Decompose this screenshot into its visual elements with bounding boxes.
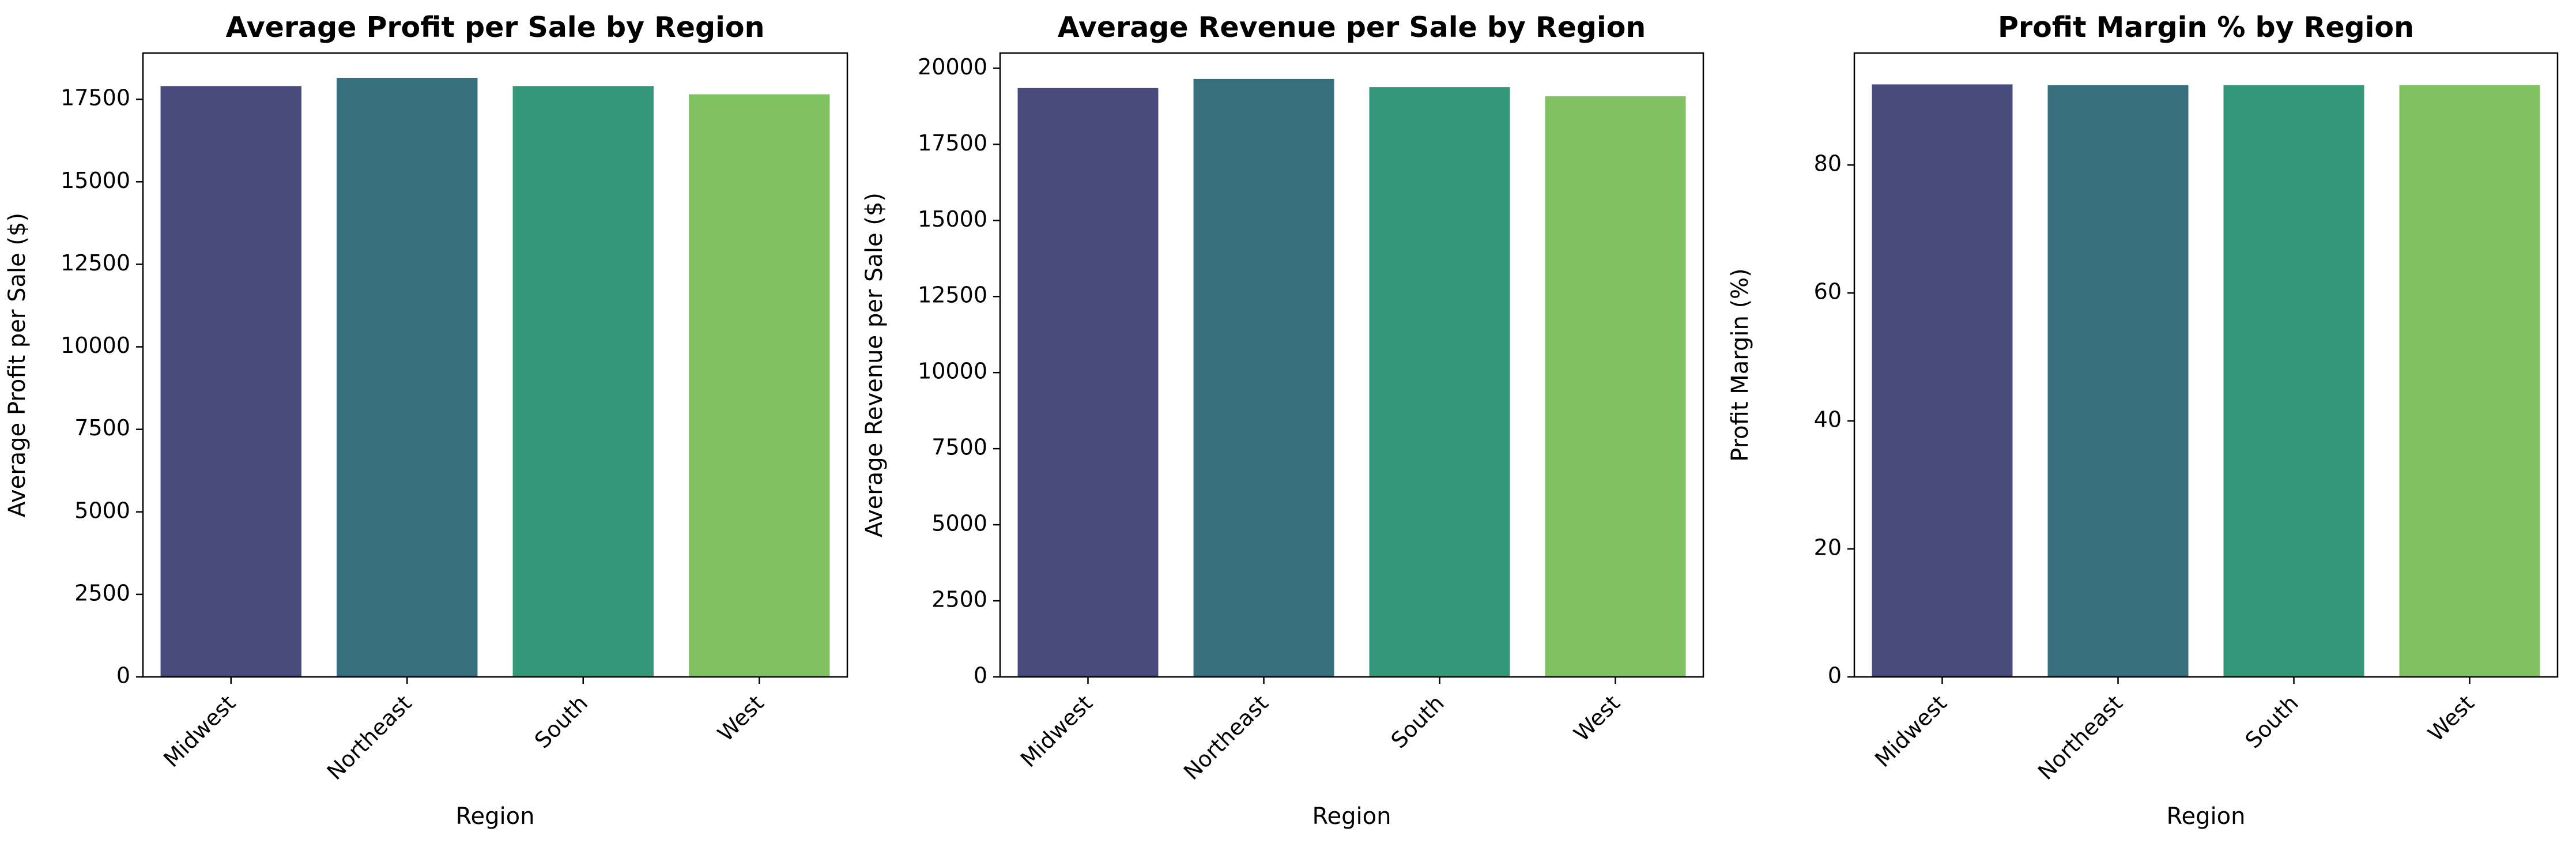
y-tick-label: 40 <box>1814 407 1842 432</box>
y-tick-label: 60 <box>1814 279 1842 304</box>
y-tick-label: 20 <box>1814 535 1842 560</box>
y-tick-label: 17500 <box>61 85 130 111</box>
bar-northeast <box>1193 78 1334 677</box>
y-tick-label: 15000 <box>918 206 987 232</box>
y-axis-label: Average Revenue per Sale ($) <box>861 193 888 537</box>
y-tick-label: 2500 <box>931 587 987 612</box>
bar-midwest <box>160 86 301 677</box>
y-tick-label: 15000 <box>61 168 130 193</box>
y-tick-label: 0 <box>974 663 987 688</box>
y-tick-label: 12500 <box>918 283 987 308</box>
y-tick-label: 20000 <box>918 54 987 80</box>
bar-south <box>1369 87 1510 677</box>
bar-south <box>512 86 654 677</box>
chart-title: Profit Margin % by Region <box>1998 11 2414 44</box>
y-tick-label: 10000 <box>61 333 130 358</box>
y-tick-label: 7500 <box>931 435 987 460</box>
bar-west <box>1545 96 1686 677</box>
x-axis-label: Region <box>2167 803 2246 830</box>
bar-northeast <box>2047 85 2189 677</box>
y-axis-label: Profit Margin (%) <box>1727 268 1753 462</box>
y-tick-label: 2500 <box>74 580 130 605</box>
plot-frame <box>142 52 848 678</box>
y-tick-label: 5000 <box>931 511 987 536</box>
chart-panel-1: 025005000750010000125001500017500Midwest… <box>4 11 848 830</box>
bar-midwest <box>1017 88 1159 677</box>
x-axis-label: Region <box>1312 803 1391 830</box>
bar-west <box>2399 85 2540 677</box>
y-tick-label: 17500 <box>918 130 987 156</box>
chart-panel-2: 02500500075001000012500150001750020000Mi… <box>861 11 1704 830</box>
bar-northeast <box>337 77 478 677</box>
x-axis-label: Region <box>456 803 535 830</box>
y-axis-label: Average Profit per Sale ($) <box>4 213 31 517</box>
y-tick-label: 5000 <box>74 498 130 523</box>
plot-frame <box>1853 52 2559 678</box>
chart-title: Average Profit per Sale by Region <box>226 11 765 44</box>
y-tick-label: 80 <box>1814 151 1842 176</box>
y-tick-label: 12500 <box>61 250 130 276</box>
bar-south <box>2223 85 2364 677</box>
bar-west <box>689 94 830 677</box>
bar-midwest <box>1872 84 2013 677</box>
chart-title: Average Revenue per Sale by Region <box>1058 11 1646 44</box>
y-tick-label: 7500 <box>74 415 130 441</box>
plot-frame <box>999 52 1704 678</box>
y-tick-label: 0 <box>1828 663 1842 688</box>
y-tick-label: 10000 <box>918 359 987 384</box>
y-tick-label: 0 <box>116 663 130 688</box>
